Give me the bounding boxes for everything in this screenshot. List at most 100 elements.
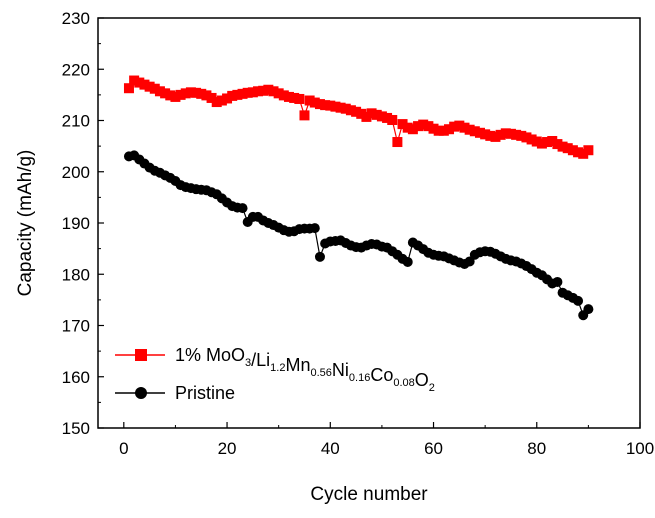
data-point	[180, 88, 191, 99]
data-point	[232, 89, 243, 100]
data-point	[480, 129, 491, 140]
legend-marker	[135, 349, 147, 361]
data-point	[459, 122, 470, 133]
data-point	[511, 129, 522, 140]
data-point	[516, 130, 527, 141]
data-point	[573, 147, 584, 158]
x-tick-label: 80	[527, 439, 546, 458]
data-point	[129, 75, 140, 86]
data-point	[552, 139, 563, 150]
data-point	[289, 92, 300, 103]
data-point	[242, 87, 253, 98]
data-point	[283, 91, 294, 102]
data-point	[413, 121, 424, 132]
data-point	[309, 223, 320, 234]
series-2	[123, 150, 594, 321]
y-tick-label: 160	[62, 368, 90, 387]
plot-frame	[97, 17, 641, 429]
data-point	[454, 120, 465, 131]
data-point	[294, 93, 305, 104]
data-point	[407, 124, 418, 135]
data-point	[531, 136, 542, 147]
data-point	[392, 137, 403, 148]
data-point	[299, 110, 310, 121]
data-point	[428, 123, 439, 134]
data-point	[371, 109, 382, 120]
data-point	[552, 276, 563, 287]
y-axis-title: Capacity (mAh/g)	[15, 150, 36, 297]
data-point	[170, 91, 181, 102]
data-point	[583, 304, 594, 315]
data-point	[314, 251, 325, 262]
x-axis: 0 20 40 60 80 100	[119, 422, 654, 458]
y-tick-label: 150	[62, 419, 90, 438]
data-point	[149, 83, 160, 94]
data-point	[376, 111, 387, 122]
data-point	[557, 141, 568, 152]
data-point	[139, 79, 150, 90]
data-point	[216, 95, 227, 106]
data-point	[304, 95, 315, 106]
data-point	[536, 138, 547, 149]
data-point	[175, 89, 186, 100]
data-point	[464, 124, 475, 135]
data-point	[222, 93, 233, 104]
legend-marker	[135, 387, 147, 399]
data-point	[340, 103, 351, 114]
data-point	[444, 124, 455, 135]
data-point	[253, 86, 264, 97]
y-tick-label: 210	[62, 112, 90, 131]
data-point	[330, 101, 341, 112]
data-point	[418, 119, 429, 130]
data-point	[526, 134, 537, 145]
data-point	[258, 85, 269, 96]
data-point	[402, 122, 413, 133]
data-point	[382, 112, 393, 123]
series-layer	[123, 75, 594, 321]
data-point	[278, 90, 289, 101]
data-point	[309, 97, 320, 108]
x-tick-label: 60	[424, 439, 443, 458]
data-point	[263, 84, 274, 95]
data-point	[490, 131, 501, 142]
data-point	[402, 256, 413, 267]
legend-label: 1% MoO3/Li1.2Mn0.56Ni0.16Co0.08O2	[175, 345, 435, 394]
data-point	[325, 100, 336, 111]
data-point	[387, 114, 398, 125]
x-tick-label: 0	[119, 439, 128, 458]
y-tick-label: 180	[62, 265, 90, 284]
data-point	[211, 97, 222, 108]
x-tick-label: 40	[321, 439, 340, 458]
data-point	[134, 77, 145, 88]
data-point	[345, 105, 356, 116]
data-point	[567, 145, 578, 156]
data-point	[123, 83, 134, 94]
data-point	[237, 203, 248, 214]
data-point	[154, 86, 165, 97]
data-point	[144, 81, 155, 92]
data-point	[521, 132, 532, 143]
series-line	[128, 154, 589, 317]
y-tick-label: 190	[62, 214, 90, 233]
data-point	[185, 87, 196, 98]
data-point	[227, 90, 238, 101]
data-point	[573, 295, 584, 306]
data-point	[547, 136, 558, 146]
y-tick-label: 200	[62, 163, 90, 182]
legend: 1% MoO3/Li1.2Mn0.56Ni0.16Co0.08O2Pristin…	[115, 345, 435, 403]
data-point	[397, 119, 408, 130]
y-tick-label: 220	[62, 60, 90, 79]
series-1	[123, 75, 594, 159]
x-tick-label: 100	[626, 439, 654, 458]
y-tick-label: 230	[62, 9, 90, 28]
data-point	[237, 88, 248, 99]
legend-item: 1% MoO3/Li1.2Mn0.56Ni0.16Co0.08O2	[115, 345, 435, 394]
x-tick-label: 20	[218, 439, 237, 458]
data-point	[438, 125, 449, 136]
y-axis: 150 160 170 180 190 200 210 220 230	[62, 9, 104, 438]
data-point	[191, 87, 202, 98]
data-point	[485, 130, 496, 141]
data-point	[268, 86, 279, 97]
data-point	[361, 111, 372, 122]
